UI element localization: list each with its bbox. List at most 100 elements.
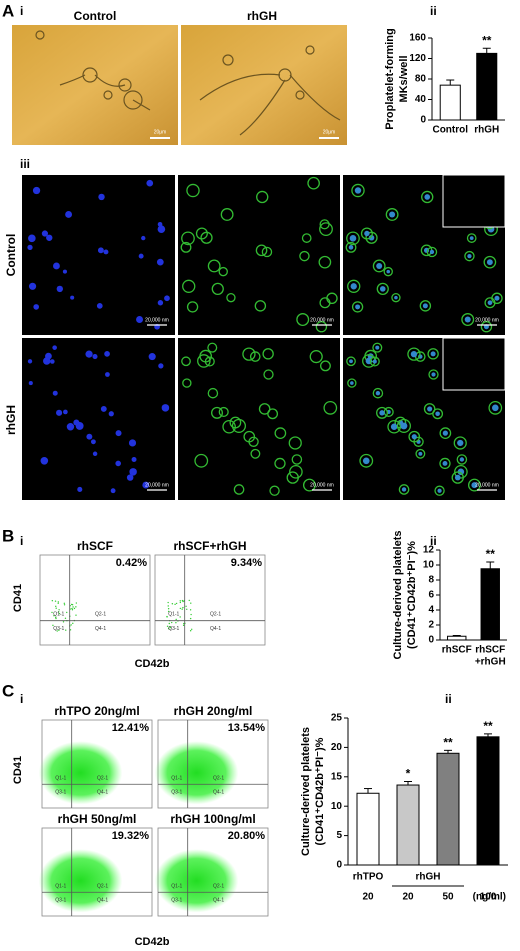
cell xyxy=(211,282,224,296)
nucleus xyxy=(424,194,431,200)
event xyxy=(182,606,184,609)
cell xyxy=(383,266,393,277)
bar xyxy=(439,84,461,121)
nucleus xyxy=(110,488,116,494)
event xyxy=(166,616,168,618)
nucleus xyxy=(129,468,137,476)
significance: ** xyxy=(443,736,453,750)
cell xyxy=(426,246,438,258)
event xyxy=(171,621,173,624)
event xyxy=(71,609,74,611)
cell xyxy=(315,321,328,333)
inset xyxy=(442,174,506,228)
event xyxy=(179,601,182,604)
y-tick-label: 6 xyxy=(428,590,434,601)
sub-label: i xyxy=(20,534,23,548)
event xyxy=(186,608,188,610)
y-tick-label: 0 xyxy=(428,635,434,646)
x-tick-label: +rhGH xyxy=(475,657,506,668)
x-tick-label: rhGH xyxy=(474,125,499,136)
nucleus xyxy=(355,304,361,310)
cell xyxy=(222,419,236,434)
nucleus xyxy=(104,350,110,357)
scale-label: 20,000 nm xyxy=(310,317,334,323)
nucleus xyxy=(157,225,166,233)
nucleus xyxy=(161,404,170,412)
nucleus xyxy=(348,245,354,250)
x-tick-label: rhSCF xyxy=(442,645,472,656)
panel-letter: A xyxy=(2,1,14,20)
event xyxy=(179,607,182,610)
quadrant-label: Q1-1 xyxy=(53,612,64,618)
cell xyxy=(256,190,269,204)
quadrant-label: Q4-1 xyxy=(97,897,108,903)
cell xyxy=(194,453,209,468)
event xyxy=(181,599,184,602)
event xyxy=(54,600,57,602)
scale-label: 20,000 nm xyxy=(310,482,334,488)
fluorescence-grid: 20,000 nm 20,000 nm 20,000 nm 20,000 nm 20,0… xyxy=(22,174,506,500)
cell xyxy=(286,471,299,484)
cell xyxy=(461,313,475,326)
nucleus xyxy=(131,456,137,462)
nucleus xyxy=(28,234,36,243)
cell xyxy=(301,233,312,243)
cell xyxy=(346,231,360,246)
nucleus xyxy=(459,457,465,462)
gate-percent: 12.41% xyxy=(112,722,150,734)
plot-title: rhGH 50ng/ml xyxy=(58,812,137,826)
scale-label: 20,000 nm xyxy=(145,482,169,488)
quadrant-label: Q1-1 xyxy=(171,883,182,889)
event xyxy=(167,605,169,607)
nucleus xyxy=(126,474,134,481)
cell xyxy=(207,259,221,273)
nucleus xyxy=(464,316,471,323)
y-tick-label: 25 xyxy=(331,713,343,724)
cell xyxy=(226,292,236,303)
nucleus xyxy=(430,351,436,357)
gate-percent: 13.54% xyxy=(228,722,266,734)
nucleus xyxy=(66,423,75,431)
cell xyxy=(180,241,192,253)
nucleus xyxy=(142,481,150,489)
bar xyxy=(436,752,460,866)
event-cloud xyxy=(154,849,239,913)
cell xyxy=(243,430,256,443)
group-label: rhGH xyxy=(416,872,441,883)
y-tick-label: 160 xyxy=(409,33,426,44)
cell xyxy=(432,408,444,420)
event-cloud xyxy=(38,849,123,913)
nucleus xyxy=(469,236,474,240)
event xyxy=(63,604,66,606)
nucleus xyxy=(108,411,114,417)
nucleus xyxy=(136,316,144,323)
significance: * xyxy=(406,767,411,781)
cell xyxy=(453,436,467,450)
cell xyxy=(372,259,386,273)
nucleus xyxy=(422,303,428,309)
nucleus xyxy=(454,474,461,481)
image-title: Control xyxy=(74,9,117,23)
cell xyxy=(421,190,434,204)
quadrant-label: Q3-1 xyxy=(171,789,182,795)
cell xyxy=(181,231,195,246)
nucleus xyxy=(350,381,354,385)
nucleus xyxy=(354,187,362,194)
event xyxy=(56,630,58,632)
cell xyxy=(345,241,357,253)
inset xyxy=(442,337,506,391)
cell xyxy=(291,454,303,465)
flow-plot xyxy=(39,554,151,646)
cell xyxy=(351,183,365,198)
fluorescence-image xyxy=(178,338,340,500)
event xyxy=(167,610,170,613)
nucleus xyxy=(146,179,154,187)
nucleus xyxy=(429,249,435,255)
nucleus xyxy=(28,282,37,290)
nucleus xyxy=(164,295,170,302)
scale-label: 20μm xyxy=(323,129,336,135)
nucleus xyxy=(156,258,164,266)
plot-title: rhGH 20ng/ml xyxy=(174,704,253,718)
nucleus xyxy=(50,359,55,364)
